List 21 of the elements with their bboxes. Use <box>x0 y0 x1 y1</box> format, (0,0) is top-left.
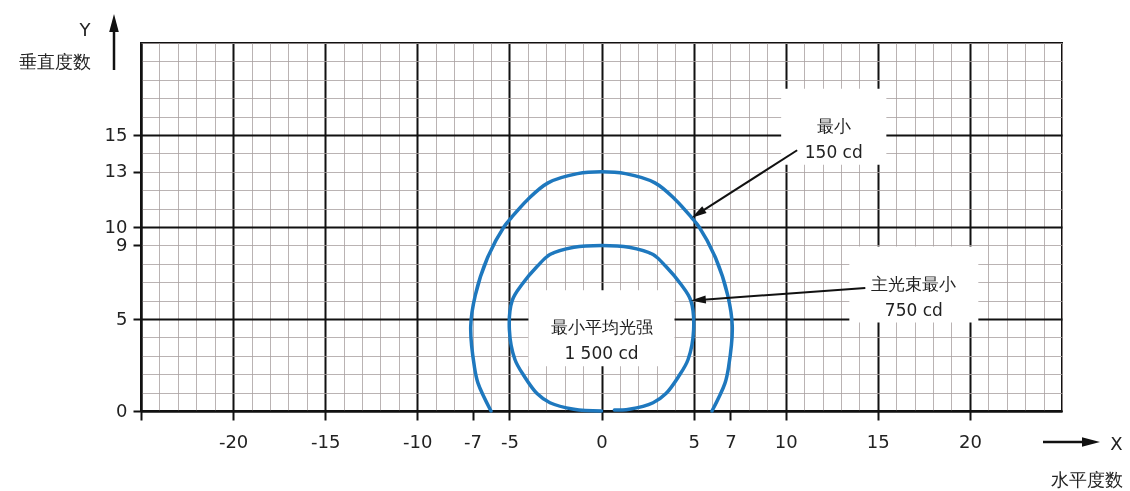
y-tick-label: 13 <box>104 160 128 182</box>
annotation: 主光束最小 750 cd <box>871 273 957 320</box>
x-tick-label: 0 <box>596 430 608 452</box>
x-axis-title: X 水平度数 <box>1050 432 1123 490</box>
x-tick-label: 5 <box>688 430 700 452</box>
y-tick-label: 15 <box>104 123 128 145</box>
annotation: 最小平均光强 1 500 cd <box>550 317 653 364</box>
x-tick-label: 7 <box>725 430 737 452</box>
line-series <box>468 170 735 413</box>
annotation: 最小 150 cd <box>804 115 863 162</box>
y-tick-label: 0 <box>116 399 128 421</box>
x-tick-label: 15 <box>866 430 890 452</box>
x-tick-label: 10 <box>774 430 798 452</box>
x-tick-label: -20 <box>218 430 249 452</box>
x-tick-label: -7 <box>464 430 483 452</box>
x-tick-label: 20 <box>958 430 982 452</box>
x-tick-label: -15 <box>311 430 341 452</box>
y-tick-label: 5 <box>116 307 128 329</box>
y-axis-title: Y 垂直度数 <box>18 18 92 72</box>
x-tick-label: -10 <box>403 430 433 452</box>
x-tick-label: -5 <box>500 430 519 452</box>
